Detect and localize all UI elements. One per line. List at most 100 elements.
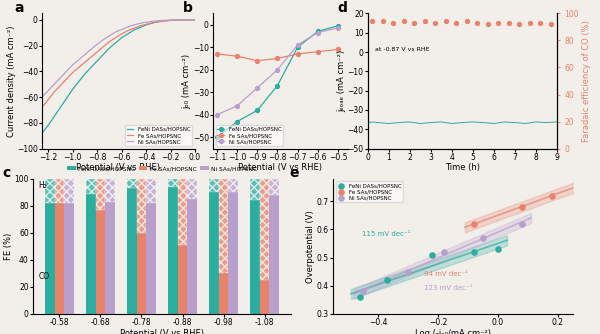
Ni SAs/HOPSNC [185,18,193,22]
Ni SAs/HOPSNC [254,86,261,90]
Fe SAs/HOPSNC [106,40,113,44]
Bar [187,179,197,199]
Y-axis label: FE (%): FE (%) [4,233,13,260]
X-axis label: Log (-jₒ₀/mA cm⁻²): Log (-jₒ₀/mA cm⁻²) [415,329,491,334]
FeNi DASs/HOPSNC [94,59,101,63]
FeNi DASs/HOPSNC [142,23,149,27]
Fe SAs/HOPSNC [100,45,107,49]
Ni SAs/HOPSNC [100,38,107,42]
FeNi DASs/HOPSNC [314,29,322,33]
FeNi DASs/HOPSNC [294,45,301,49]
Ni SAs/HOPSNC [233,104,241,108]
Bar [178,179,187,245]
Bar [127,179,137,188]
X-axis label: Potential (V vs RHE): Potential (V vs RHE) [239,163,323,172]
Bar [106,179,115,202]
Bar [178,245,187,314]
Ni SAs/HOPSNC [44,89,52,93]
Fe SAs/HOPSNC [577,182,587,187]
Fe SAs/HOPSNC [233,54,241,58]
Text: 123 mV dec⁻¹: 123 mV dec⁻¹ [424,285,473,291]
Fe SAs/HOPSNC [50,90,58,94]
Line: FeNi DASs/HOPSNC: FeNi DASs/HOPSNC [42,20,195,133]
Fe SAs/HOPSNC [94,50,101,54]
Ni SAs/HOPSNC [173,18,180,22]
Ni SAs/HOPSNC [81,52,88,56]
Y-axis label: Overpotential (V): Overpotential (V) [307,210,316,283]
Fe SAs/HOPSNC [191,18,199,22]
Fe SAs/HOPSNC [179,18,187,22]
FeNi DASs/HOPSNC [88,65,95,69]
Line: Ni SAs/HOPSNC: Ni SAs/HOPSNC [42,20,195,97]
Ni SAs/HOPSNC [69,63,76,67]
FeNi DASs/HOPSNC [191,18,199,22]
Line: Fe SAs/HOPSNC: Fe SAs/HOPSNC [42,20,195,108]
Fe SAs/HOPSNC [254,59,261,63]
Fe SAs/HOPSNC [161,19,168,23]
FeNi DASs/HOPSNC [382,278,392,283]
FeNi DASs/HOPSNC [173,18,180,22]
Bar [250,200,260,314]
Text: 115 mV dec⁻¹: 115 mV dec⁻¹ [362,230,410,236]
Bar [146,203,156,314]
Line: Ni SAs/HOPSNC: Ni SAs/HOPSNC [215,26,340,117]
Ni SAs/HOPSNC [161,18,168,22]
FeNi DASs/HOPSNC [112,41,119,45]
Line: Fe SAs/HOPSNC: Fe SAs/HOPSNC [215,47,340,63]
FeNi DASs/HOPSNC [214,135,221,139]
Fe SAs/HOPSNC [185,18,193,22]
X-axis label: Potential (V vs RHE): Potential (V vs RHE) [77,163,161,172]
Bar [45,203,55,314]
FeNi DASs/HOPSNC [254,108,261,112]
Bar [187,199,197,314]
Y-axis label: jₑₒₐₑ (mA cm⁻²): jₑₒₐₑ (mA cm⁻²) [337,50,346,112]
Bar [260,280,269,314]
FeNi DASs/HOPSNC [179,18,187,22]
FeNi DASs/HOPSNC [75,79,82,84]
Fe SAs/HOPSNC [69,70,76,74]
Ni SAs/HOPSNC [50,82,58,86]
Bar [106,202,115,314]
Fe SAs/HOPSNC [274,56,281,60]
Ni SAs/HOPSNC [167,18,174,22]
Fe SAs/HOPSNC [81,60,88,64]
Ni SAs/HOPSNC [439,249,449,255]
Bar [137,233,146,314]
Fe SAs/HOPSNC [112,36,119,40]
Fe SAs/HOPSNC [469,221,479,226]
FeNi DASs/HOPSNC [44,124,52,128]
Ni SAs/HOPSNC [478,235,488,240]
Ni SAs/HOPSNC [57,76,64,80]
FeNi DASs/HOPSNC [185,18,193,22]
Bar [229,179,238,192]
Bar [269,195,279,314]
FeNi DASs/HOPSNC [57,106,64,110]
FeNi DASs/HOPSNC [118,36,125,40]
Bar [55,203,64,314]
Ni SAs/HOPSNC [214,113,221,117]
FeNi DASs/HOPSNC [161,19,168,23]
Fe SAs/HOPSNC [57,84,64,88]
Fe SAs/HOPSNC [149,21,156,25]
FeNi DASs/HOPSNC [38,131,46,135]
FeNi DASs/HOPSNC [469,249,479,255]
Text: CO: CO [38,272,49,281]
Ni SAs/HOPSNC [75,58,82,62]
Ni SAs/HOPSNC [63,69,70,73]
Text: at -0.87 V vs RHE: at -0.87 V vs RHE [376,47,430,52]
Ni SAs/HOPSNC [94,42,101,46]
Legend: FeNi DASs/HOPSNC, Fe SAs/HOPSNC, Ni SAs/HOPSNC: FeNi DASs/HOPSNC, Fe SAs/HOPSNC, Ni SAs/… [216,125,283,146]
FeNi DASs/HOPSNC [124,32,131,36]
Legend: FeNi DASs/HOPSNC, Fe SAs/HOPSNC, Ni SAs/HOPSNC: FeNi DASs/HOPSNC, Fe SAs/HOPSNC, Ni SAs/… [65,164,259,174]
Bar [45,179,55,203]
Ni SAs/HOPSNC [130,23,137,27]
Bar [64,179,74,203]
Ni SAs/HOPSNC [149,19,156,23]
Fe SAs/HOPSNC [44,98,52,102]
Ni SAs/HOPSNC [314,30,322,34]
Fe SAs/HOPSNC [75,65,82,69]
FeNi DASs/HOPSNC [355,294,365,300]
Bar [218,273,229,314]
FeNi DASs/HOPSNC [427,252,437,258]
Text: 94 mV dec⁻¹: 94 mV dec⁻¹ [424,271,468,277]
